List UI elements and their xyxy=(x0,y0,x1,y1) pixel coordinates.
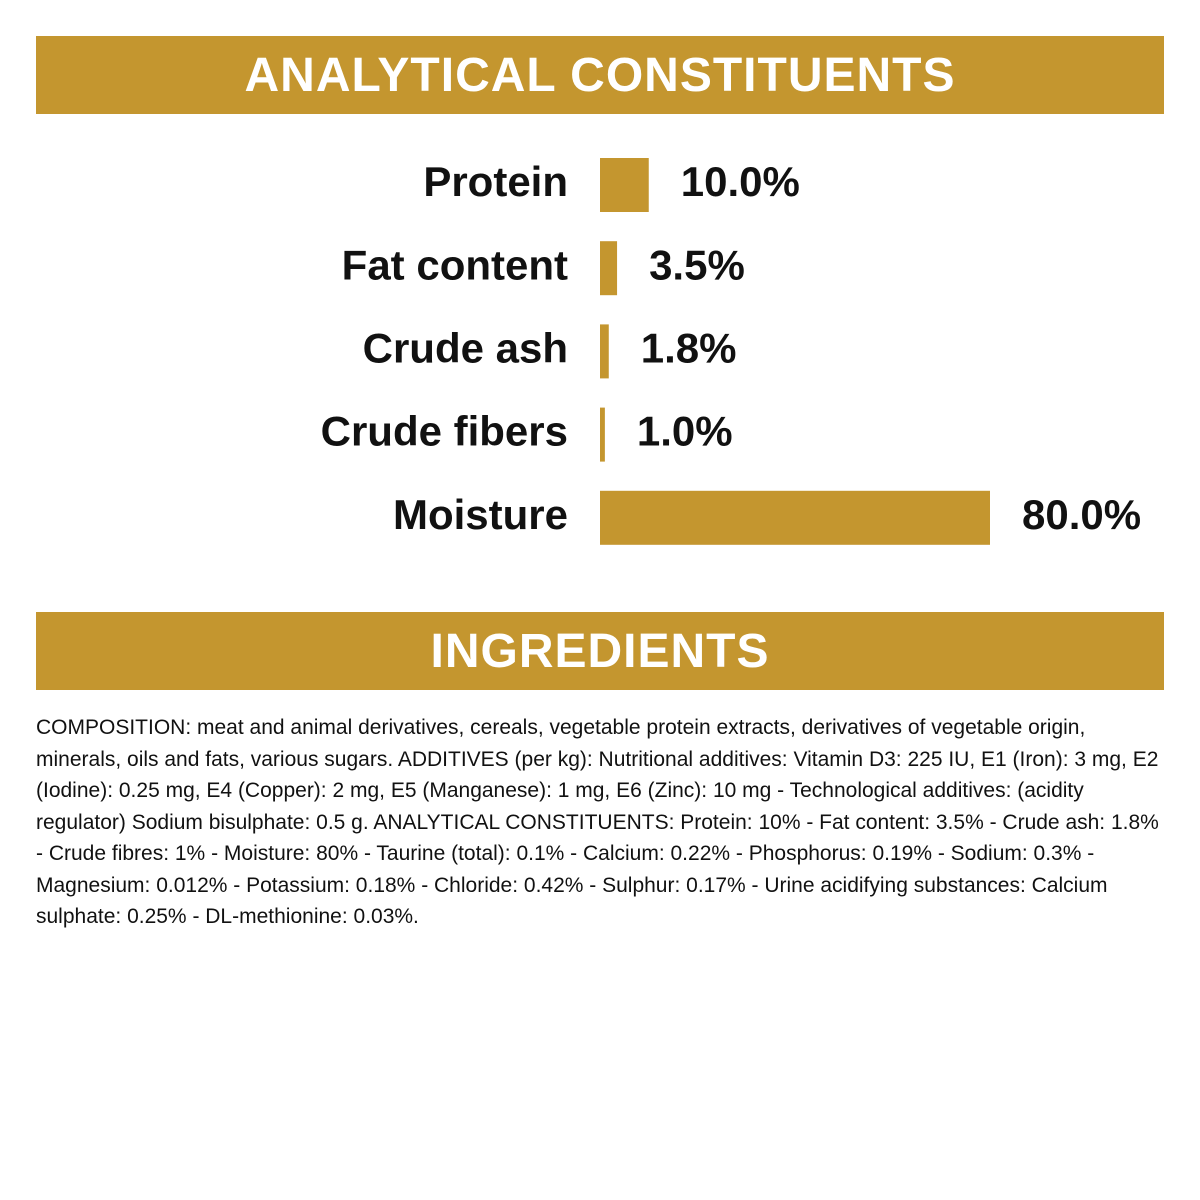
value-label: 1.0% xyxy=(637,408,733,455)
category-label: Moisture xyxy=(393,491,568,538)
bar xyxy=(600,241,618,296)
value-label: 1.8% xyxy=(641,324,737,371)
value-label: 3.5% xyxy=(649,241,745,288)
section-title: INGREDIENTS xyxy=(36,612,1164,690)
value-label: 10.0% xyxy=(681,158,800,205)
bar xyxy=(600,158,649,212)
ingredients-text: COMPOSITION: meat and animal derivatives… xyxy=(36,716,1159,928)
bar xyxy=(600,324,609,379)
bar xyxy=(600,407,605,462)
category-label: Protein xyxy=(423,158,568,205)
chart-title: ANALYTICAL CONSTITUENTS xyxy=(36,36,1164,114)
category-label: Fat content xyxy=(342,241,568,288)
category-label: Crude fibers xyxy=(321,408,568,455)
category-label: Crude ash xyxy=(363,324,568,371)
bar xyxy=(600,490,990,545)
chart: Protein 10.0% Fat content 3.5% Crude ash 1.8%… xyxy=(321,158,1141,545)
value-label: 80.0% xyxy=(1022,491,1141,538)
